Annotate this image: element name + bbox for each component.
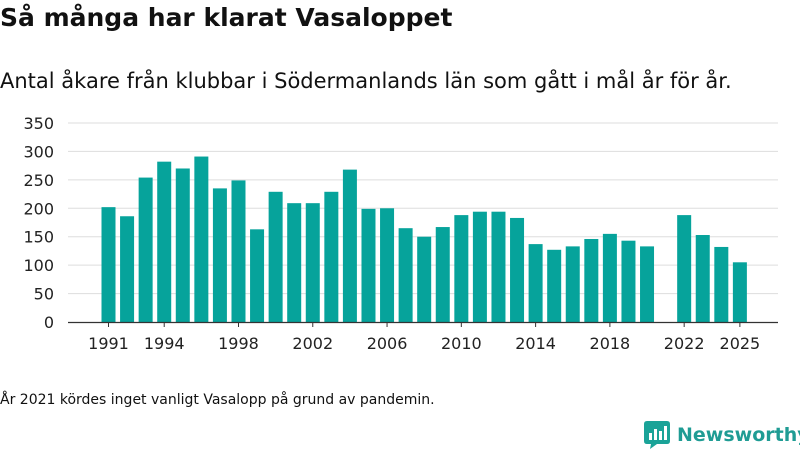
bar-2022 — [677, 215, 692, 322]
bar-2003 — [324, 191, 339, 322]
bar-1994 — [157, 161, 172, 322]
bars — [101, 156, 747, 322]
bar-2001 — [287, 203, 302, 322]
bar-1991 — [101, 207, 116, 322]
bar-1992 — [120, 216, 135, 322]
bar-2023 — [695, 235, 710, 322]
bar-1998 — [231, 180, 246, 322]
bar-2020 — [640, 246, 655, 322]
bar-2018 — [602, 233, 617, 322]
x-tick-label: 2018 — [590, 334, 631, 353]
y-tick-label: 300 — [23, 142, 54, 161]
bar-2009 — [435, 227, 450, 322]
x-tick-label: 2022 — [664, 334, 705, 353]
y-tick-label: 150 — [23, 228, 54, 247]
y-tick-label: 0 — [44, 313, 54, 332]
bar-2024 — [714, 246, 729, 322]
newsworthy-logo-icon — [644, 421, 670, 449]
x-tick-label: 1998 — [218, 334, 259, 353]
bar-1996 — [194, 156, 209, 322]
bar-2019 — [621, 240, 636, 322]
bar-2007 — [398, 228, 413, 322]
y-tick-label: 250 — [23, 171, 54, 190]
bar-2014 — [528, 244, 543, 322]
newsworthy-logo-text: Newsworthy — [677, 424, 800, 446]
x-tick-label: 2014 — [515, 334, 556, 353]
bar-2011 — [472, 211, 487, 322]
bar-2012 — [491, 211, 506, 322]
bar-2013 — [510, 217, 525, 322]
bar-2017 — [584, 238, 599, 322]
bar-2000 — [268, 191, 283, 322]
chart-title: Så många har klarat Vasaloppet — [0, 3, 453, 32]
y-tick-label: 50 — [34, 285, 54, 304]
x-axis-tick-labels: 1991 1994 1998 2002 2006 2010 2014 2018 2022 2025 — [88, 322, 760, 353]
bar-2015 — [547, 249, 562, 322]
x-tick-label: 1991 — [88, 334, 129, 353]
footnote: År 2021 kördes inget vanligt Vasalopp på… — [0, 392, 435, 408]
y-tick-label: 200 — [23, 199, 54, 218]
bar-2002 — [305, 203, 320, 322]
bar-2004 — [342, 169, 357, 322]
bar-1999 — [250, 229, 265, 322]
chart-subtitle: Antal åkare från klubbar i Södermanlands… — [0, 69, 732, 93]
y-tick-label: 100 — [23, 256, 54, 275]
bar-2005 — [361, 208, 376, 322]
bar-2025 — [732, 262, 747, 322]
bar-1997 — [212, 188, 227, 322]
x-tick-label: 2006 — [367, 334, 408, 353]
bar-2010 — [454, 215, 469, 322]
bar-1995 — [175, 168, 190, 322]
x-tick-label: 2010 — [441, 334, 482, 353]
bar-2016 — [565, 246, 580, 322]
y-axis-tick-labels: 0 50 100 150 200 250 300 350 — [23, 114, 54, 332]
y-tick-label: 350 — [23, 114, 54, 133]
bar-1993 — [138, 177, 153, 322]
newsworthy-logo[interactable]: Newsworthy — [644, 421, 800, 449]
bar-2006 — [380, 208, 395, 322]
x-tick-label: 2002 — [292, 334, 333, 353]
bar-2008 — [417, 236, 432, 322]
x-tick-label: 2025 — [720, 334, 761, 353]
x-tick-label: 1994 — [144, 334, 185, 353]
